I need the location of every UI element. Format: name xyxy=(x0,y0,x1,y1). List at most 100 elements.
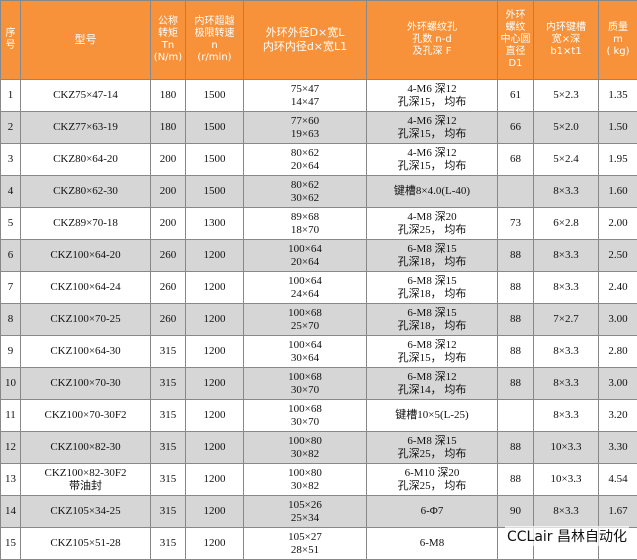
table-row: 3 CKZ80×64-20 200 1500 80×62 20×64 4-M6 深12 孔深1… xyxy=(0,143,637,176)
table-cell: CKZ89×70-18 xyxy=(20,207,151,240)
cell-line: 4-M6 深12 xyxy=(407,114,457,127)
table-cell: 315 xyxy=(150,495,186,528)
table-cell: 75×47 14×47 xyxy=(243,79,367,112)
header-cell: 外环螺纹孔 孔数 n-d 及孔深 F xyxy=(366,0,498,80)
cell-line: 25×70 xyxy=(290,319,320,332)
cell-line: 孔深14， 均布 xyxy=(397,383,467,396)
table-cell: 77×60 19×63 xyxy=(243,111,367,144)
table-cell: 73 xyxy=(497,207,534,240)
table-cell: 3.00 xyxy=(598,367,637,400)
cell-line: 6-M8 xyxy=(419,537,445,549)
table-row: 14 CKZ105×34-25 315 1200 105×26 25×34 6-Φ7 90 8×… xyxy=(0,495,637,528)
table-cell: 1200 xyxy=(185,335,244,368)
cell-line: 100×68 xyxy=(288,306,322,319)
cell-line: 公称 xyxy=(158,16,178,27)
header-cell: 质量 m( kg) xyxy=(598,0,637,80)
table-cell: 88 xyxy=(497,431,534,464)
cell-line: 100×64 xyxy=(288,338,322,351)
table-cell: 1.95 xyxy=(598,143,637,176)
cell-line: 105×26 xyxy=(288,498,322,511)
table-cell: 15 xyxy=(0,527,21,560)
cell-line: 24×64 xyxy=(290,287,320,300)
table-cell: CKZ100×64-20 xyxy=(20,239,151,272)
cell-line: 直径 xyxy=(505,46,526,57)
cell-line: 28×51 xyxy=(290,543,320,556)
table-cell: 80×62 20×64 xyxy=(243,143,367,176)
header-row: 序号型号 公称 转矩 Tn (N/m) 内环超越 极限转速 n (r/min) 外环外径D×宽L 内… xyxy=(0,0,637,80)
table-cell: 315 xyxy=(150,367,186,400)
table-cell: 8×3.3 xyxy=(533,367,599,400)
cell-line: 19×63 xyxy=(290,127,320,140)
cell-line: 6-M8 深15 xyxy=(407,306,457,319)
cell-line: 14×47 xyxy=(290,95,320,108)
cell-line: 6-Φ7 xyxy=(420,505,444,517)
cell-line: (N/m) xyxy=(153,52,183,63)
cell-line: 77×60 xyxy=(290,114,320,127)
cell-line: 键槽10×5(L-25) xyxy=(395,409,469,421)
cell-line: 4-M6 深12 xyxy=(407,146,457,159)
table-cell: 200 xyxy=(150,175,186,208)
table-cell: CKZ100×82-30F2 带油封 xyxy=(20,463,151,496)
table-cell: CKZ105×34-25 xyxy=(20,495,151,528)
cell-line: 75×47 xyxy=(290,82,320,95)
table-cell: 8×3.3 xyxy=(533,239,599,272)
table-cell: 3.00 xyxy=(598,303,637,336)
cell-line: 100×80 xyxy=(288,434,322,447)
table-cell: 4-M6 深12 孔深15， 均布 xyxy=(366,79,498,112)
header-cell: 内环超越 极限转速 n (r/min) xyxy=(185,0,244,80)
table-cell: 89×68 18×70 xyxy=(243,207,367,240)
cell-line: 型号 xyxy=(74,33,97,46)
table-row: 5 CKZ89×70-18 200 1300 89×68 18×70 4-M8 深20 孔深2… xyxy=(0,207,637,240)
table-cell: 100×64 20×64 xyxy=(243,239,367,272)
header-cell: 内环键槽 宽×深 b1×t1 xyxy=(533,0,599,80)
table-cell: 4-M6 深12 孔深15， 均布 xyxy=(366,111,498,144)
table-cell: 1200 xyxy=(185,271,244,304)
cell-line: 孔深18， 均布 xyxy=(397,287,467,300)
cell-line: 外环 xyxy=(505,10,526,21)
table-row: 2 CKZ77×63-19 180 1500 77×60 19×63 4-M6 深12 孔深1… xyxy=(0,111,637,144)
table-cell: 100×68 30×70 xyxy=(243,367,367,400)
table-cell: 8 xyxy=(0,303,21,336)
table-cell: 14 xyxy=(0,495,21,528)
table-cell: 1 xyxy=(0,79,21,112)
table-cell: 10×3.3 xyxy=(533,431,599,464)
cell-line: Tn xyxy=(161,40,175,51)
table-cell: 8×3.3 xyxy=(533,335,599,368)
table-cell: 13 xyxy=(0,463,21,496)
table-cell: 9 xyxy=(0,335,21,368)
table-cell: 2.50 xyxy=(598,239,637,272)
table-cell: 4.54 xyxy=(598,463,637,496)
watermark: CCLair 昌林自动化 xyxy=(504,526,629,546)
table-cell: 1.60 xyxy=(598,175,637,208)
table-cell: 100×80 30×82 xyxy=(243,463,367,496)
cell-line: 宽×深 xyxy=(551,34,581,45)
table-cell: 4 xyxy=(0,175,21,208)
table-cell: 88 xyxy=(497,367,534,400)
table-cell: CKZ75×47-14 xyxy=(20,79,151,112)
table-cell: 6-M8 深15 孔深18， 均布 xyxy=(366,271,498,304)
table-cell: 1500 xyxy=(185,79,244,112)
cell-line: 30×82 xyxy=(290,447,320,460)
table-cell: 6-M8 深15 孔深18， 均布 xyxy=(366,239,498,272)
table-cell: 105×27 28×51 xyxy=(243,527,367,560)
cell-line: 螺纹 xyxy=(505,22,526,33)
table-row: 6 CKZ100×64-20 260 1200 100×64 20×64 6-M8 深15 孔… xyxy=(0,239,637,272)
cell-line: 80×62 xyxy=(290,178,320,191)
cell-line: 孔深18， 均布 xyxy=(397,255,467,268)
cell-line: 100×64 xyxy=(288,242,322,255)
cell-line: 孔深15， 均布 xyxy=(397,351,467,364)
cell-line: 键槽8×4.0(L-40) xyxy=(393,185,471,197)
table-cell: CKZ80×62-30 xyxy=(20,175,151,208)
cell-line: 100×68 xyxy=(288,402,322,415)
table-cell: 6-M8 深12 孔深15， 均布 xyxy=(366,335,498,368)
table-cell: 1200 xyxy=(185,431,244,464)
table-cell: 6-M8 xyxy=(366,527,498,560)
cell-line: 孔深25， 均布 xyxy=(397,223,467,236)
table-cell: 6-Φ7 xyxy=(366,495,498,528)
cell-line: 4-M8 深20 xyxy=(407,210,457,223)
cell-line: 25×34 xyxy=(290,511,320,524)
table-cell: 100×68 30×70 xyxy=(243,399,367,432)
cell-line: 带油封 xyxy=(69,479,102,492)
table-cell: 68 xyxy=(497,143,534,176)
